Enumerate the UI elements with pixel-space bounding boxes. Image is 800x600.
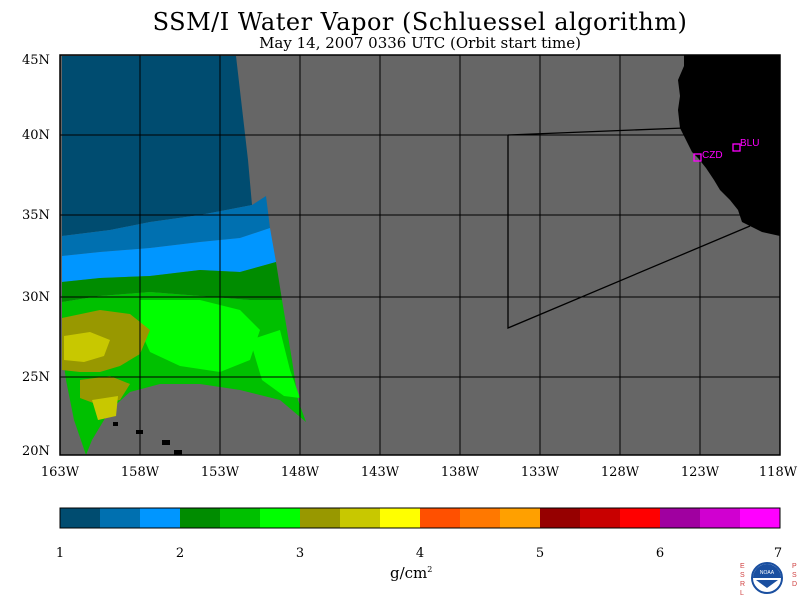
colorbar-swatch — [740, 508, 781, 528]
colorbar-swatch — [300, 508, 341, 528]
lat-label-40n: 40N — [22, 128, 50, 143]
colorbar-units: g/cm2 — [390, 564, 432, 582]
lon-label-123w: 123W — [681, 465, 720, 480]
station-blu-label: BLU — [740, 138, 759, 149]
lon-label-148w: 148W — [281, 465, 320, 480]
psd-letter-d: D — [792, 581, 797, 588]
colorbar-tick-1: 1 — [56, 546, 64, 561]
colorbar-tick-6: 6 — [656, 546, 664, 561]
land-mass — [678, 55, 780, 236]
swath-band-2 — [62, 196, 270, 256]
colorbar-tick-4: 4 — [416, 546, 424, 561]
lat-label-20n: 20N — [22, 444, 50, 459]
lon-label-128w: 128W — [601, 465, 640, 480]
water-vapor-swath — [62, 56, 306, 455]
colorbar-swatch — [420, 508, 461, 528]
esrl-letter-s: S — [740, 572, 745, 579]
grid-lines — [60, 55, 780, 455]
lon-label-118w: 118W — [759, 465, 798, 480]
lon-label-158w: 158W — [121, 465, 160, 480]
psd-letter-p: P — [792, 563, 797, 570]
colorbar-swatch — [460, 508, 501, 528]
lon-label-133w: 133W — [521, 465, 560, 480]
hawaii-island-3 — [162, 440, 170, 445]
swath-band-6 — [140, 300, 260, 372]
noaa-logo: E S R L NOAA P S D — [740, 562, 797, 597]
colorbar-tick-3: 3 — [296, 546, 304, 561]
lat-label-45n: 45N — [22, 53, 50, 68]
noaa-emblem-bird — [756, 580, 778, 588]
esrl-letter-e: E — [740, 563, 745, 570]
lat-labels: 45N 40N 35N 30N 25N 20N — [22, 53, 50, 459]
swath-band-3 — [62, 228, 276, 282]
colorbar-units-exp: 2 — [427, 565, 433, 574]
colorbar-swatch — [140, 508, 181, 528]
colorbar-swatch — [260, 508, 301, 528]
colorbar-swatch — [220, 508, 261, 528]
lon-label-143w: 143W — [361, 465, 400, 480]
swath-band-6b — [250, 330, 300, 398]
lon-labels: 163W 158W 153W 148W 143W 138W 133W 128W … — [41, 465, 798, 480]
colorbar-swatch — [380, 508, 421, 528]
track-line-2 — [507, 127, 685, 136]
lon-label-153w: 153W — [201, 465, 240, 480]
colorbar-swatch — [620, 508, 661, 528]
colorbar-swatch — [60, 508, 101, 528]
station-czd-marker — [693, 153, 702, 162]
station-blu: BLU — [732, 138, 759, 152]
esrl-letter-l: L — [740, 590, 744, 597]
colorbar — [60, 508, 781, 528]
colorbar-swatch — [340, 508, 381, 528]
colorbar-tick-7: 7 — [774, 546, 782, 561]
noaa-emblem-text: NOAA — [760, 570, 775, 576]
colorbar-ticks: 1 2 3 4 5 6 7 — [56, 546, 782, 561]
lon-label-138w: 138W — [441, 465, 480, 480]
lat-label-25n: 25N — [22, 370, 50, 385]
colorbar-tick-2: 2 — [176, 546, 184, 561]
station-czd: CZD — [693, 150, 723, 162]
colorbar-swatch — [100, 508, 141, 528]
hawaii-island-1 — [113, 422, 118, 426]
map-title: SSM/I Water Vapor (Schluessel algorithm) — [152, 8, 688, 36]
track-line-1 — [507, 135, 751, 329]
lat-label-35n: 35N — [22, 208, 50, 223]
station-czd-label: CZD — [702, 150, 723, 161]
swath-band-8 — [64, 332, 110, 362]
station-blu-marker — [732, 143, 741, 152]
colorbar-swatch — [660, 508, 701, 528]
psd-letter-s: S — [792, 572, 797, 579]
colorbar-units-base: g/cm — [390, 564, 428, 582]
lon-label-163w: 163W — [41, 465, 80, 480]
noaa-emblem-sky — [753, 564, 781, 578]
colorbar-swatch — [700, 508, 741, 528]
colorbar-border — [59, 507, 781, 529]
map-subtitle: May 14, 2007 0336 UTC (Orbit start time) — [259, 34, 581, 52]
lat-label-30n: 30N — [22, 290, 50, 305]
colorbar-swatch — [180, 508, 221, 528]
esrl-letter-r: R — [740, 581, 745, 588]
colorbar-tick-5: 5 — [536, 546, 544, 561]
colorbar-swatch — [540, 508, 581, 528]
swath-band-4 — [62, 262, 282, 302]
swath-band-1 — [62, 56, 252, 236]
swath-band-8b — [92, 396, 118, 420]
colorbar-swatch — [580, 508, 621, 528]
hawaii-island-4 — [174, 450, 182, 455]
map-border — [59, 54, 781, 456]
colorbar-swatch — [500, 508, 541, 528]
